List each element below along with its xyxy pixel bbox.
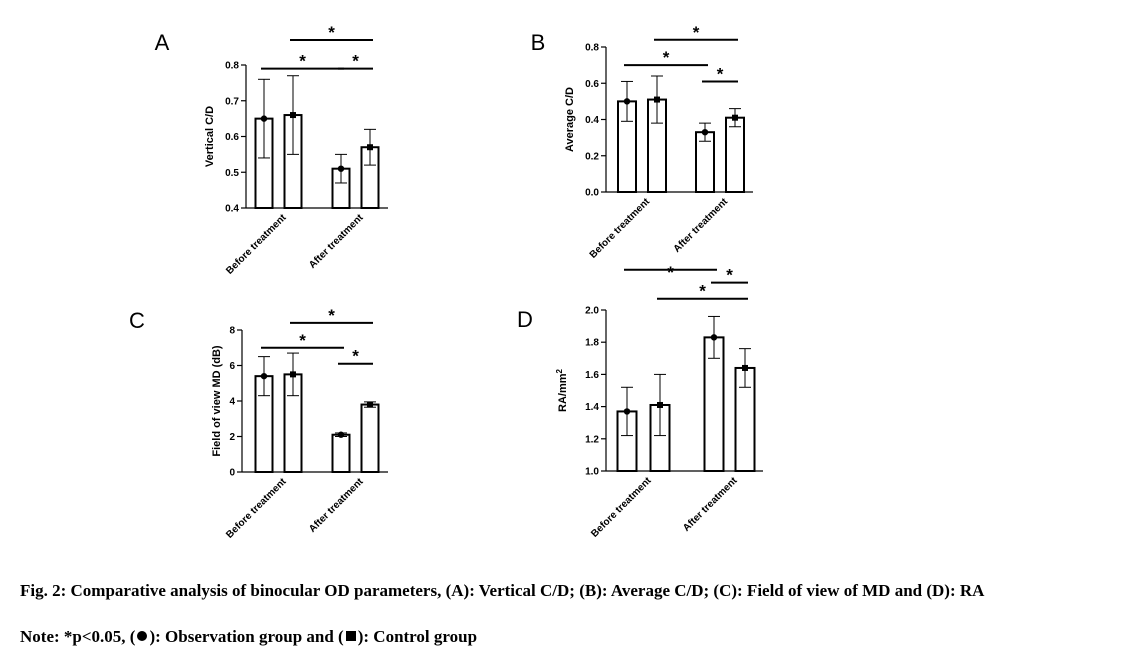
y-tick-label-D: 2.0 — [585, 306, 599, 317]
x-category-label-A-0: Before treatment — [224, 212, 289, 277]
y-axis-title-sup-D: 2 — [555, 368, 564, 373]
y-tick-label-C: 4 — [229, 397, 235, 408]
significance-star-B-1: * — [693, 23, 700, 42]
x-category-label-C-0: Before treatment — [224, 476, 289, 541]
marker-circle-C-1-0 — [337, 431, 345, 438]
observation-group-circle-icon — [137, 631, 148, 641]
y-axis-title-C: Field of view MD (dB) — [211, 345, 223, 457]
marker-square-D-1-1 — [742, 364, 748, 371]
significance-star-C-1: * — [328, 306, 335, 325]
y-tick-label-D: 1.2 — [585, 434, 599, 445]
significance-star-D-1: * — [699, 282, 706, 301]
y-tick-label-A: 0.8 — [225, 61, 239, 72]
figure-note: Note: *p<0.05, ( ): Observation group and… — [20, 626, 1120, 648]
marker-square-D-0-1 — [657, 401, 663, 408]
significance-star-C-0: * — [299, 331, 306, 350]
y-tick-label-D: 1.8 — [585, 338, 599, 349]
marker-circle-A-0-0 — [260, 115, 268, 122]
note-mid: ): Observation group and ( — [149, 627, 344, 646]
y-tick-label-A: 0.4 — [225, 204, 239, 215]
x-category-label-D-0: Before treatment — [589, 475, 654, 540]
control-group-square-icon — [345, 631, 356, 641]
panel-letter-D: D — [517, 307, 533, 332]
x-category-label-B-0: Before treatment — [588, 196, 653, 261]
y-axis-title-D: RA/mm2 — [555, 368, 570, 412]
y-tick-label-A: 0.7 — [225, 96, 239, 107]
y-tick-label-A: 0.6 — [225, 132, 239, 143]
marker-circle-B-1-0 — [701, 128, 709, 136]
panel-letter-C: C — [129, 308, 145, 333]
x-category-label-C-1: After treatment — [307, 476, 366, 535]
panel-letter-A: A — [155, 30, 170, 55]
y-tick-label-D: 1.0 — [585, 467, 599, 478]
x-category-label-A-1: After treatment — [307, 212, 366, 271]
marker-square-B-1-1 — [732, 114, 738, 121]
marker-circle-D-0-0 — [623, 408, 631, 415]
y-tick-label-B: 0.4 — [585, 115, 599, 126]
y-axis-title-B: Average C/D — [564, 87, 576, 152]
bar-C-1-0 — [331, 433, 351, 474]
y-tick-label-C: 2 — [229, 432, 235, 443]
caption-text: Fig. 2: Comparative analysis of binocula… — [20, 581, 985, 600]
marker-circle-C-0-0 — [260, 372, 268, 380]
y-tick-label-C: 0 — [229, 468, 235, 479]
y-tick-label-C: 6 — [229, 361, 235, 372]
marker-square-C-1-1 — [367, 401, 373, 408]
y-tick-label-B: 0.0 — [585, 188, 599, 199]
significance-star-D-0: * — [667, 263, 674, 282]
marker-square-A-0-1 — [290, 112, 296, 119]
marker-square-A-1-1 — [367, 144, 373, 151]
significance-star-D-2: * — [726, 266, 733, 285]
y-tick-label-B: 0.6 — [585, 79, 599, 90]
marker-circle-B-0-0 — [623, 98, 631, 105]
marker-circle-A-1-0 — [337, 165, 345, 172]
note-prefix: Note: *p<0.05, ( — [20, 627, 136, 646]
y-tick-label-D: 1.4 — [585, 402, 599, 413]
y-tick-label-B: 0.8 — [585, 43, 599, 54]
x-category-label-B-1: After treatment — [672, 196, 731, 255]
significance-star-A-0: * — [299, 52, 306, 71]
x-category-label-D-1: After treatment — [681, 475, 740, 534]
bar-C-1-1 — [360, 403, 380, 473]
significance-star-B-0: * — [663, 48, 670, 67]
y-tick-label-A: 0.5 — [225, 168, 239, 179]
y-tick-label-B: 0.2 — [585, 151, 599, 162]
note-end: ): Control group — [357, 627, 478, 646]
significance-star-A-2: * — [352, 52, 359, 71]
marker-square-C-0-1 — [290, 371, 296, 378]
bar-B-1-1 — [725, 116, 745, 193]
figure-panels: A 0.4 0.5 0.6 0.7 0.8 Vertical C/D Before treat… — [129, 23, 763, 541]
figure-caption: Fig. 2: Comparative analysis of binocula… — [20, 580, 1120, 602]
marker-circle-D-1-0 — [710, 334, 718, 341]
panel-letter-B: B — [531, 30, 546, 55]
significance-star-A-1: * — [328, 23, 335, 42]
marker-square-B-0-1 — [654, 96, 660, 103]
significance-star-C-2: * — [352, 347, 359, 366]
y-tick-label-D: 1.6 — [585, 370, 599, 381]
y-tick-label-C: 8 — [229, 326, 235, 337]
significance-star-B-2: * — [717, 64, 724, 83]
y-axis-title-A: Vertical C/D — [204, 106, 216, 167]
